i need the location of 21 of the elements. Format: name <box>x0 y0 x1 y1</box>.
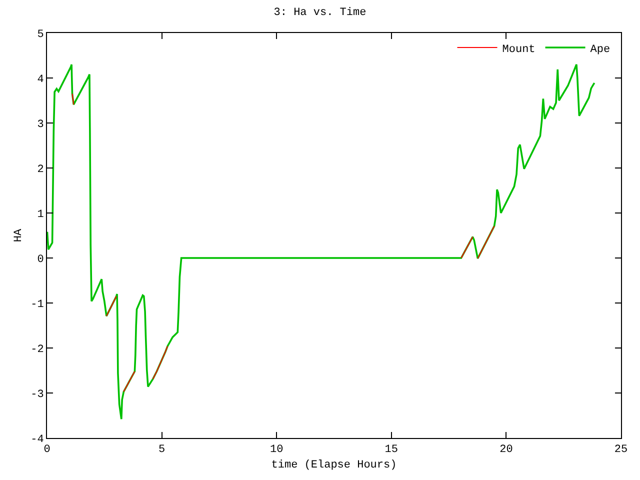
y-tick-label: -4 <box>30 434 44 446</box>
x-tick-label: 10 <box>270 444 284 456</box>
x-tick-label: 15 <box>384 444 398 456</box>
chart-title: 3: Ha vs. Time <box>274 6 366 19</box>
y-tick-label: -2 <box>30 344 44 356</box>
line-series <box>47 64 596 420</box>
y-tick-label: 3 <box>37 118 44 131</box>
y-tick-label: 4 <box>37 74 44 86</box>
x-tick-label: 5 <box>158 444 166 456</box>
y-tick-label: 1 <box>37 208 44 221</box>
legend-label: Ape <box>590 44 610 56</box>
y-tick-label: 0 <box>37 254 44 266</box>
x-axis-title: time (Elapse Hours) <box>271 459 397 472</box>
x-tick-label: 20 <box>500 444 513 456</box>
x-tick-label: 25 <box>614 444 628 456</box>
y-tick-label: -1 <box>30 298 44 311</box>
legend-label: Mount <box>502 44 536 56</box>
y-axis-title: HA <box>13 228 26 242</box>
y-tick-label: 2 <box>37 164 44 176</box>
y-tick-label: -3 <box>30 388 44 401</box>
y-tick-label: 5 <box>37 28 44 41</box>
